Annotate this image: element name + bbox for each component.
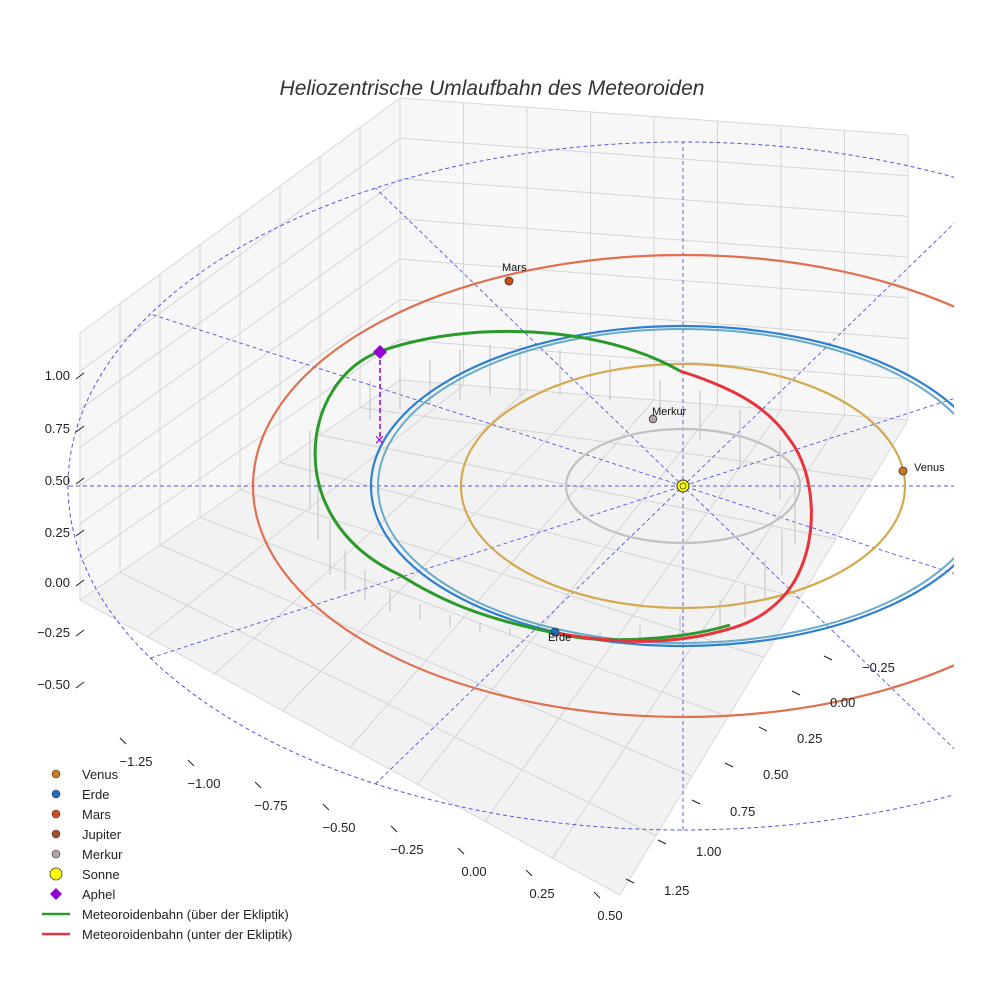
x-tick-label: −0.25 [391,842,424,857]
legend-label: Venus [82,767,119,782]
legend: Venus Erde Mars Jupiter Merkur Sonne Aphel Mete… [42,767,292,942]
grid-lines [79,102,909,859]
legend-label: Mars [82,807,111,822]
y-tick-label: 0.25 [797,731,822,746]
z-tick-mark [75,372,85,380]
orbit-erde-inner [377,328,954,644]
legend-marker [50,888,62,900]
z-tick-mark [75,529,85,537]
y-tick-label: 0.75 [730,804,755,819]
x-tick-label: −1.25 [120,754,153,769]
legend-marker [51,789,61,799]
orbit-merkur [564,427,802,545]
legend-marker [51,829,61,839]
y-tick-mark [625,878,635,884]
sun-center [679,482,687,490]
x-tick-label: 0.50 [597,908,622,923]
x-tick-label: −0.50 [323,820,356,835]
aphel-projection-marker: × [374,433,385,448]
legend-label: Jupiter [82,827,122,842]
x-tick-mark [322,803,330,811]
x-tick-mark [525,869,533,877]
y-axis-ticks: −0.25 0.00 0.25 0.50 0.75 1.00 1.25 [625,655,895,898]
orbit-venus [459,362,907,610]
x-tick-mark [254,781,262,789]
legend-item: Sonne [49,867,120,882]
legend-marker [51,769,61,779]
y-tick-label: 1.25 [664,883,689,898]
legend-label: Aphel [82,887,115,902]
legend-item: Merkur [51,847,123,862]
y-tick-mark [691,799,701,805]
orbit-mars [252,253,954,719]
z-tick-mark [75,477,85,485]
planet-mars [504,276,514,286]
y-tick-label: 0.00 [830,695,855,710]
planet-venus [898,466,908,476]
z-tick-label: 0.00 [45,575,70,590]
legend-label: Meteoroidenbahn (unter der Ekliptik) [82,927,292,942]
z-tick-label: −0.25 [37,625,70,640]
y-tick-label: −0.25 [862,660,895,675]
planet-merkur [648,414,658,424]
x-tick-mark [187,759,195,767]
legend-marker [51,849,61,859]
y-tick-mark [758,726,768,732]
x-tick-mark [593,891,601,899]
y-tick-mark [724,762,734,768]
y-tick-mark [657,839,667,845]
legend-label: Merkur [82,847,123,862]
planet-erde [550,627,560,637]
legend-label: Sonne [82,867,120,882]
z-tick-label: −0.50 [37,677,70,692]
z-axis-ticks: −0.50 −0.25 0.00 0.25 0.50 0.75 1.00 [37,368,85,692]
z-tick-label: 0.75 [45,421,70,436]
sun [676,479,690,493]
legend-label: Meteoroidenbahn (über der Ekliptik) [82,907,289,922]
z-tick-label: 1.00 [45,368,70,383]
z-tick-mark [75,681,85,689]
legend-item: Mars [51,807,111,822]
y-tick-mark [823,655,833,661]
legend-item: Meteoroidenbahn (über der Ekliptik) [42,907,289,922]
x-tick-mark [119,737,127,745]
z-tick-label: 0.50 [45,473,70,488]
legend-item: Aphel [50,887,115,902]
x-tick-label: −0.75 [255,798,288,813]
label-erde: Erde [548,632,571,644]
legend-label: Erde [82,787,109,802]
x-tick-label: −1.00 [188,776,221,791]
chart-title: Heliozentrische Umlaufbahn des Meteoroid… [280,77,705,100]
legend-marker [51,809,61,819]
orbit-erde [369,324,954,648]
y-tick-mark [791,690,801,696]
x-tick-mark [457,847,465,855]
y-tick-label: 1.00 [696,844,721,859]
x-axis-ticks: −1.25 −1.00 −0.75 −0.50 −0.25 0.00 0.25 0.50 [119,737,623,923]
z-tick-label: 0.25 [45,525,70,540]
meteoroid-orbit-below [554,369,813,643]
legend-marker [49,867,63,881]
x-tick-label: 0.00 [461,864,486,879]
aphel-marker [373,345,387,359]
legend-item: Jupiter [51,827,122,842]
label-merkur: Merkur [652,406,687,418]
y-tick-label: 0.50 [763,767,788,782]
z-tick-mark [75,425,85,433]
x-tick-mark [390,825,398,833]
legend-item: Meteoroidenbahn (unter der Ekliptik) [42,927,292,942]
legend-item: Venus [51,767,119,782]
x-tick-label: 0.25 [529,886,554,901]
z-tick-mark [75,579,85,587]
label-mars: Mars [502,262,527,274]
legend-item: Erde [51,787,109,802]
label-venus: Venus [914,462,945,474]
z-tick-mark [75,629,85,637]
